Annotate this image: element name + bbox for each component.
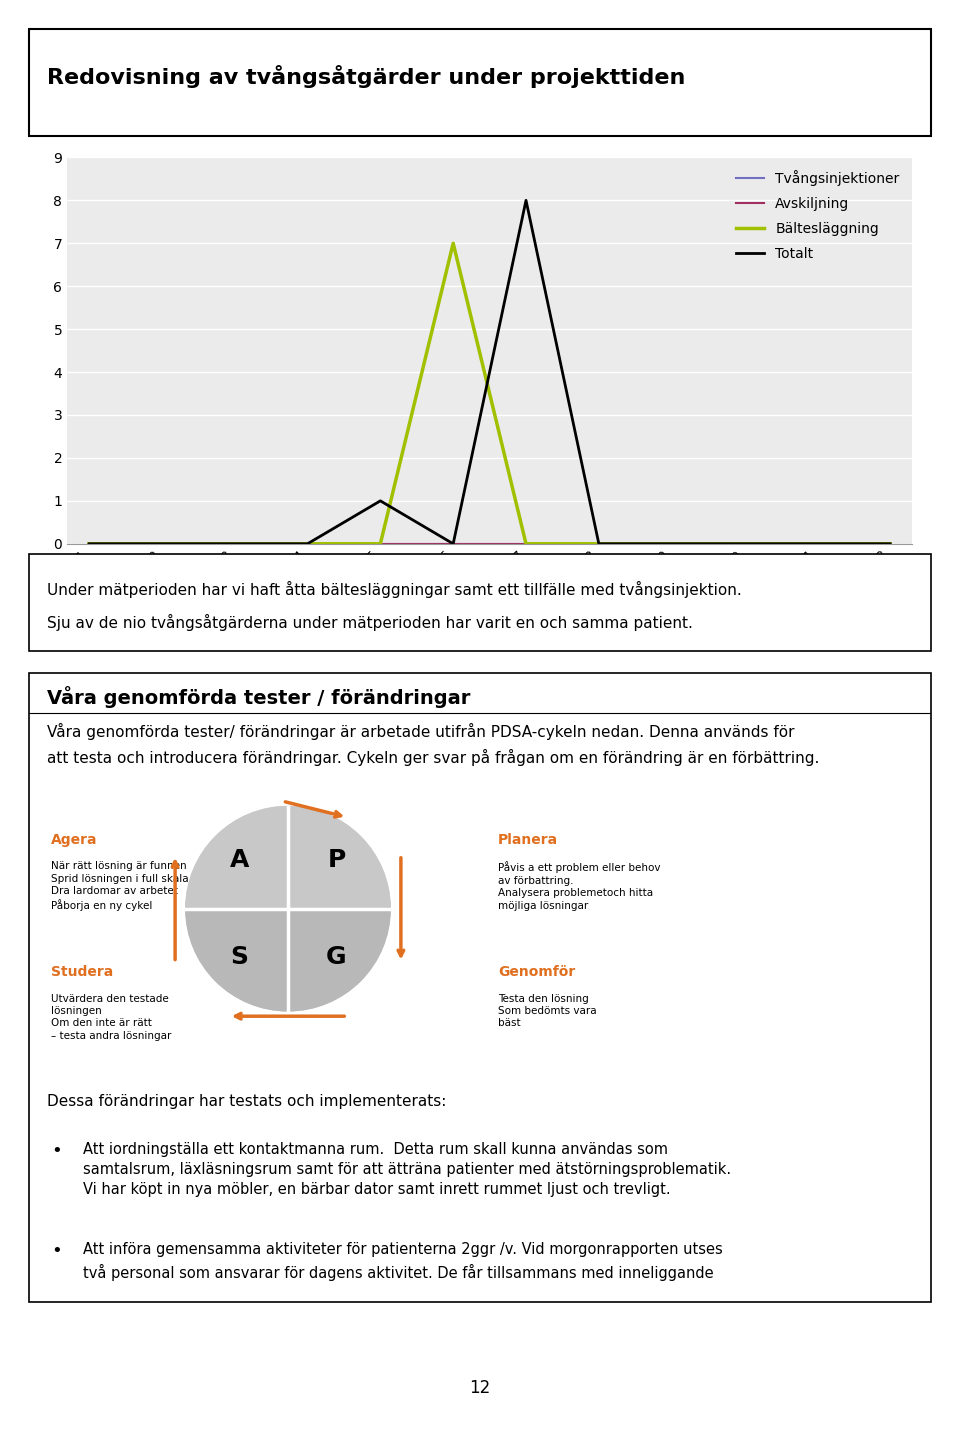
Text: Att iordningställa ett kontaktmanna rum.  Detta rum skall kunna användas som
sam: Att iordningställa ett kontaktmanna rum.…	[83, 1142, 732, 1198]
Avskiljning	[84, 535, 95, 552]
Text: Våra genomförda tester/ förändringar är arbetade utifrån PDSA-cykeln nedan. Denn: Våra genomförda tester/ förändringar är …	[47, 723, 794, 740]
FancyBboxPatch shape	[29, 673, 931, 1302]
Tvångsinjektioner	[811, 535, 823, 552]
Line: Bältesläggning: Bältesläggning	[89, 243, 890, 544]
Bältesläggning	[884, 535, 896, 552]
Totalt	[884, 535, 896, 552]
Totalt	[520, 192, 532, 209]
Text: P: P	[327, 849, 346, 873]
Text: Att införa gemensamma aktiviteter för patienterna 2ggr /v. Vid morgonrapporten u: Att införa gemensamma aktiviteter för pa…	[83, 1242, 723, 1281]
Avskiljning	[156, 535, 168, 552]
Tvångsinjektioner	[84, 535, 95, 552]
Text: Planera: Planera	[498, 833, 558, 847]
Totalt	[593, 535, 605, 552]
Tvångsinjektioner	[447, 535, 459, 552]
Bältesläggning	[447, 235, 459, 252]
Tvångsinjektioner	[884, 535, 896, 552]
Avskiljning	[228, 535, 240, 552]
Text: Agera: Agera	[52, 833, 98, 847]
Bältesläggning	[228, 535, 240, 552]
Text: Testa den lösning
Som bedömts vara
bäst: Testa den lösning Som bedömts vara bäst	[498, 993, 597, 1029]
FancyBboxPatch shape	[29, 554, 931, 651]
FancyBboxPatch shape	[29, 29, 931, 136]
Text: A: A	[230, 849, 250, 873]
Circle shape	[186, 807, 390, 1010]
Avskiljning	[520, 535, 532, 552]
Avskiljning	[593, 535, 605, 552]
Tvångsinjektioner	[520, 535, 532, 552]
Bältesläggning	[811, 535, 823, 552]
Bältesläggning	[593, 535, 605, 552]
Line: Totalt: Totalt	[89, 200, 890, 544]
Text: Dessa förändringar har testats och implementerats:: Dessa förändringar har testats och imple…	[47, 1095, 446, 1109]
Totalt	[739, 535, 751, 552]
Text: S: S	[230, 944, 249, 969]
Text: G: G	[326, 944, 347, 969]
Totalt	[447, 535, 459, 552]
Text: Genomför: Genomför	[498, 966, 575, 979]
Bältesläggning	[739, 535, 751, 552]
Totalt	[811, 535, 823, 552]
Bältesläggning	[666, 535, 678, 552]
Text: •: •	[52, 1242, 62, 1261]
Wedge shape	[186, 909, 390, 1010]
Text: att testa och introducera förändringar. Cykeln ger svar på frågan om en förändri: att testa och introducera förändringar. …	[47, 750, 819, 767]
Text: Redovisning av tvångsåtgärder under projekttiden: Redovisning av tvångsåtgärder under proj…	[47, 66, 685, 89]
Text: Utvärdera den testade
lösningen
Om den inte är rätt
– testa andra lösningar: Utvärdera den testade lösningen Om den i…	[52, 993, 172, 1040]
Avskiljning	[811, 535, 823, 552]
Tvångsinjektioner	[156, 535, 168, 552]
Bältesläggning	[520, 535, 532, 552]
Totalt	[374, 492, 386, 509]
Avskiljning	[884, 535, 896, 552]
Text: Våra genomförda tester / förändringar: Våra genomförda tester / förändringar	[47, 687, 470, 708]
Tvångsinjektioner	[228, 535, 240, 552]
Text: När rätt lösning är funnen
Sprid lösningen i full skala
Dra lardomar av arbetet
: När rätt lösning är funnen Sprid lösning…	[52, 861, 189, 912]
Avskiljning	[739, 535, 751, 552]
Wedge shape	[186, 807, 390, 909]
Bältesläggning	[84, 535, 95, 552]
Tvångsinjektioner	[739, 535, 751, 552]
Tvångsinjektioner	[666, 535, 678, 552]
Totalt	[228, 535, 240, 552]
Tvångsinjektioner	[301, 535, 313, 552]
Text: 12: 12	[469, 1379, 491, 1397]
Avskiljning	[666, 535, 678, 552]
Text: •: •	[52, 1142, 62, 1159]
Avskiljning	[374, 535, 386, 552]
Avskiljning	[447, 535, 459, 552]
Legend: Tvångsinjektioner, Avskiljning, Bältesläggning, Totalt: Tvångsinjektioner, Avskiljning, Bälteslä…	[731, 165, 905, 266]
Text: Under mätperioden har vi haft åtta bältesläggningar samt ett tillfälle med tvång: Under mätperioden har vi haft åtta bälte…	[47, 581, 741, 598]
Totalt	[156, 535, 168, 552]
Bältesläggning	[301, 535, 313, 552]
Bältesläggning	[156, 535, 168, 552]
Text: Sju av de nio tvångsåtgärderna under mätperioden har varit en och samma patient.: Sju av de nio tvångsåtgärderna under mät…	[47, 614, 693, 631]
Tvångsinjektioner	[374, 535, 386, 552]
Text: Påvis a ett problem eller behov
av förbattring.
Analysera problemetoch hitta
möj: Påvis a ett problem eller behov av förba…	[498, 861, 660, 910]
Text: Studera: Studera	[52, 966, 113, 979]
Totalt	[84, 535, 95, 552]
Avskiljning	[301, 535, 313, 552]
Totalt	[666, 535, 678, 552]
Totalt	[301, 535, 313, 552]
Tvångsinjektioner	[593, 535, 605, 552]
Bältesläggning	[374, 535, 386, 552]
